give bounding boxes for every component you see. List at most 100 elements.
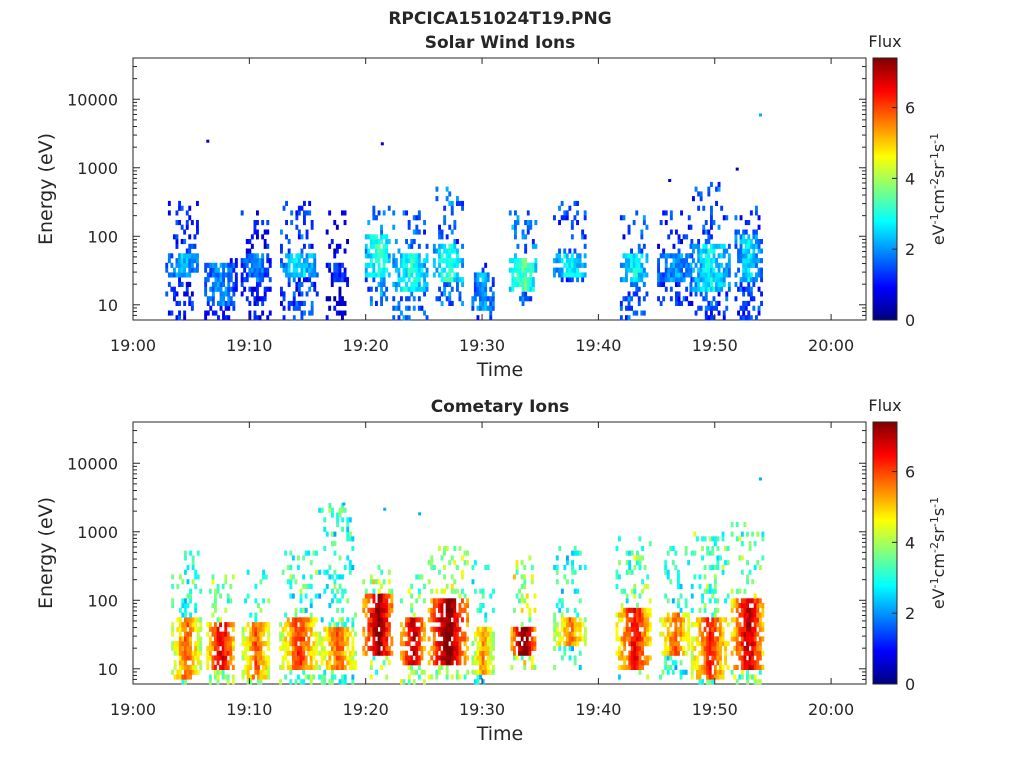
spectrogram-cell bbox=[727, 281, 731, 287]
spectrogram-cell bbox=[684, 669, 688, 675]
spectrogram-cell bbox=[687, 215, 691, 221]
spectrogram-cell bbox=[511, 272, 515, 278]
spectrogram-cell bbox=[633, 622, 637, 628]
spectrogram-cell bbox=[241, 636, 245, 642]
spectrogram-cell bbox=[309, 574, 313, 580]
spectrogram-cell bbox=[341, 296, 344, 302]
spectrogram-cell bbox=[713, 641, 717, 647]
spectrogram-cell bbox=[380, 281, 383, 287]
spectrogram-cell bbox=[717, 253, 721, 259]
spectrogram-cell bbox=[343, 655, 347, 661]
spectrogram-cell bbox=[448, 617, 452, 623]
spectrogram-cell bbox=[430, 612, 434, 618]
spectrogram-cell bbox=[738, 641, 742, 647]
spectrogram-cell bbox=[191, 660, 195, 666]
spectrogram-cell bbox=[375, 272, 378, 278]
spectrogram-cell bbox=[190, 253, 194, 259]
spectrogram-cell bbox=[565, 258, 569, 264]
spectrogram-cell bbox=[432, 258, 436, 264]
spectrogram-cell bbox=[716, 536, 720, 542]
spectrogram-cell bbox=[372, 645, 376, 651]
spectrogram-cell bbox=[412, 262, 416, 268]
spectrogram-cell bbox=[566, 617, 569, 623]
spectrogram-cell bbox=[515, 560, 519, 566]
spectrogram-cell bbox=[648, 641, 652, 647]
spectrogram-cell bbox=[445, 196, 449, 202]
spectrogram-cell bbox=[410, 267, 414, 273]
spectrogram-cell bbox=[453, 579, 457, 585]
spectrogram-cell bbox=[711, 622, 715, 628]
spectrogram-cell bbox=[742, 315, 746, 321]
spectrogram-cell bbox=[206, 300, 210, 306]
spectrogram-cell bbox=[244, 636, 248, 642]
spectrogram-cell bbox=[221, 660, 225, 666]
spectrogram-cell bbox=[407, 660, 411, 666]
spectrogram-cell bbox=[669, 253, 673, 259]
spectrogram-cell bbox=[526, 277, 530, 283]
spectrogram-cell bbox=[481, 650, 485, 656]
spectrogram-cell bbox=[576, 272, 579, 278]
spectrogram-cell bbox=[284, 636, 288, 642]
spectrogram-cell bbox=[377, 631, 381, 637]
spectrogram-cell bbox=[440, 258, 444, 264]
spectrogram-cell bbox=[214, 286, 218, 292]
spectrogram-cell bbox=[295, 300, 299, 306]
spectrogram-cell bbox=[216, 660, 220, 666]
spectrogram-cell bbox=[662, 281, 666, 287]
spectrogram-cell bbox=[221, 631, 225, 637]
spectrogram-cell bbox=[636, 636, 639, 642]
cometary-colorbar-unit: eV-1cm-2sr-1s-1 bbox=[928, 497, 948, 609]
spectrogram-cell bbox=[390, 603, 394, 609]
spectrogram-cell bbox=[448, 300, 452, 306]
spectrogram-cell bbox=[756, 655, 760, 661]
spectrogram-cell bbox=[216, 645, 220, 651]
spectrogram-cell bbox=[748, 569, 752, 575]
spectrogram-cell bbox=[331, 645, 334, 651]
spectrogram-cell bbox=[717, 243, 721, 249]
spectrogram-cell bbox=[216, 617, 220, 623]
spectrogram-cell bbox=[385, 593, 389, 599]
spectrogram-cell bbox=[263, 291, 267, 297]
spectrogram-cell bbox=[263, 267, 267, 273]
spectrogram-cell bbox=[742, 272, 746, 278]
spectrogram-cell bbox=[181, 626, 185, 632]
spectrogram-cell bbox=[412, 631, 416, 637]
spectrogram-cell bbox=[240, 210, 244, 216]
spectrogram-cell bbox=[679, 669, 683, 675]
spectrogram-cell bbox=[733, 674, 737, 680]
spectrogram-cell bbox=[402, 315, 406, 321]
spectrogram-cell bbox=[724, 650, 727, 656]
spectrogram-cell bbox=[646, 631, 650, 637]
spectrogram-cell bbox=[481, 267, 485, 273]
spectrogram-cell bbox=[675, 281, 678, 287]
spectrogram-cell bbox=[471, 660, 475, 666]
spectrogram-cell bbox=[435, 669, 439, 675]
spectrogram-cell bbox=[674, 645, 678, 651]
solar-wind-panel: Solar Wind Ions 19:00 19:10 19:20 19:30 19:4… bbox=[35, 32, 948, 381]
spectrogram-cell bbox=[696, 636, 699, 642]
spectrogram-cell bbox=[531, 262, 535, 268]
spectrogram-cell bbox=[354, 664, 357, 670]
spectrogram-cell bbox=[369, 239, 373, 245]
spectrogram-cell bbox=[251, 636, 255, 642]
spectrogram-cell bbox=[513, 574, 516, 580]
spectrogram-cell bbox=[448, 612, 452, 618]
spectrogram-cell bbox=[571, 560, 574, 566]
spectrogram-cell bbox=[181, 612, 185, 618]
spectrogram-cell bbox=[758, 612, 762, 618]
spectrogram-cell bbox=[694, 286, 698, 292]
spectrogram-cell bbox=[458, 612, 462, 618]
spectrogram-cell bbox=[338, 641, 342, 647]
spectrogram-cell bbox=[328, 603, 332, 609]
spectrogram-cell bbox=[261, 277, 265, 283]
spectrogram-cell bbox=[382, 593, 386, 599]
spectrogram-cell bbox=[264, 674, 268, 680]
spectrogram-cell bbox=[254, 598, 258, 604]
spectrogram-cell bbox=[328, 296, 332, 302]
spectrogram-cell bbox=[335, 248, 339, 254]
spectrogram-cell bbox=[405, 210, 408, 216]
spectrogram-cell bbox=[553, 617, 557, 623]
spectrogram-cell bbox=[405, 305, 408, 311]
spectrogram-cell bbox=[565, 262, 569, 268]
x-tick-label: 19:50 bbox=[692, 336, 738, 355]
